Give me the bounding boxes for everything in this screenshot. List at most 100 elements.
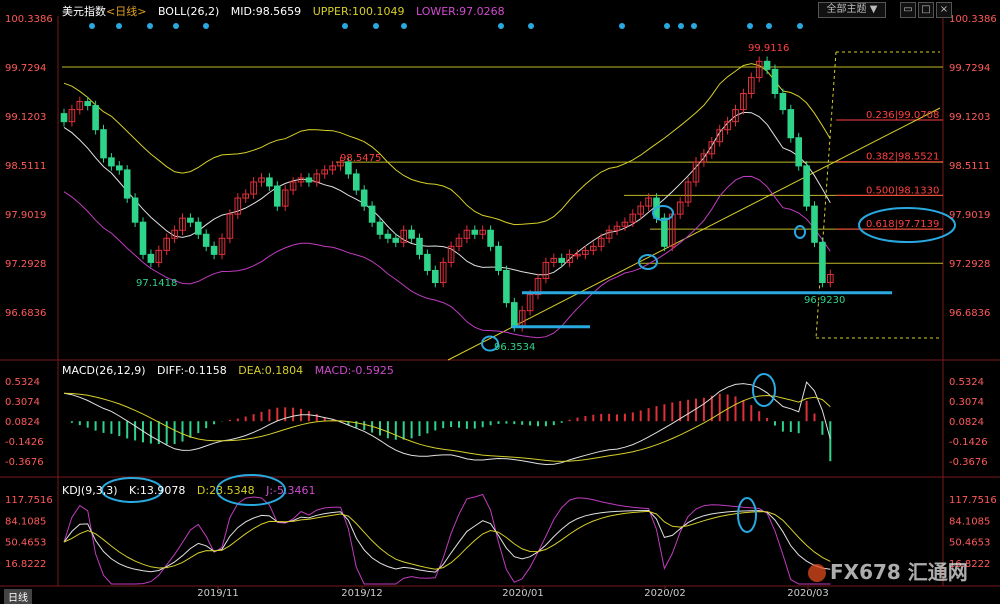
candle-body (76, 101, 84, 111)
candle-body (384, 233, 392, 239)
candle-body (416, 237, 423, 255)
candle-body (479, 229, 486, 235)
highlight-ellipse (752, 373, 776, 407)
low-label-2: 96.3534 (494, 342, 535, 353)
candle-body (353, 173, 360, 191)
candle-body (716, 129, 724, 143)
price-tick-left: 100.3386 (5, 14, 53, 25)
x-tick-label: 2020/02 (644, 588, 686, 599)
price-tick-right: 100.3386 (949, 14, 997, 25)
candle-body (250, 181, 257, 195)
candle-body (313, 173, 321, 183)
boll-upper-line (63, 63, 831, 226)
event-dot (373, 23, 379, 29)
event-dot (766, 23, 772, 29)
candle-body (827, 273, 834, 284)
candle-body (210, 245, 218, 255)
candle-body (400, 229, 407, 243)
candle-body (131, 197, 139, 223)
macd-diff-line (63, 381, 831, 466)
window-max-button[interactable]: □ (918, 2, 934, 18)
bottom-tab[interactable]: 日线 (4, 589, 32, 604)
candle-body (274, 185, 281, 207)
candle-body (566, 253, 573, 263)
macd-tick-left: -0.1426 (5, 437, 44, 448)
theme-button[interactable]: 全部主题 ▼ (818, 2, 886, 18)
fib-level-label: 0.500|98.1330 (866, 185, 939, 196)
fib-level-label: 0.618|97.7139 (866, 219, 939, 230)
bottom-tab-label: 日线 (8, 593, 28, 604)
candle-body (289, 181, 297, 191)
candle-body (795, 137, 803, 167)
candle-body (755, 60, 763, 78)
window-restore-button[interactable]: ▭ (900, 2, 916, 18)
candle-body (803, 165, 810, 207)
candle-body (321, 169, 328, 175)
highlight-ellipse (652, 205, 674, 221)
event-dot (401, 23, 407, 29)
kdj-tick-left: 117.7516 (5, 495, 53, 506)
candle-body (605, 229, 613, 239)
kdj-d: D:23.5348 (196, 484, 255, 497)
macd-dea: DEA:0.1804 (238, 364, 304, 377)
candle-body (297, 177, 305, 183)
macd-tick-right: 0.5324 (949, 377, 984, 388)
candle-body (526, 294, 534, 312)
macd-tick-right: -0.3676 (949, 457, 988, 468)
kdj-j: J:-5.3461 (266, 484, 316, 497)
event-dot (173, 23, 179, 29)
candle-body (724, 121, 731, 131)
candle-body (376, 221, 384, 235)
candle-body (234, 197, 242, 215)
kdj-tick-left: 84.1085 (5, 516, 46, 527)
macd-panel (63, 373, 832, 466)
boll-lower: LOWER:97.0268 (415, 5, 505, 18)
candle-body (329, 165, 336, 171)
kdj-k: K:13.9078 (129, 484, 186, 497)
event-dot (342, 23, 348, 29)
candle-body (337, 161, 344, 167)
watermark-logo-icon (808, 564, 826, 582)
candle-body (740, 92, 747, 111)
symbol-name: 美元指数 (62, 5, 106, 18)
candle-body (763, 60, 771, 70)
candle-body (266, 177, 273, 187)
kdj-k-line (63, 509, 831, 573)
event-dot (147, 23, 153, 29)
x-tick-label: 2019/12 (341, 588, 383, 599)
kdj-tick-right: 84.1085 (949, 516, 990, 527)
candle-body (60, 113, 68, 123)
macd-tick-right: 0.0824 (949, 417, 984, 428)
price-tick-left: 97.9019 (5, 210, 46, 221)
candle-body (92, 105, 99, 131)
trend-line (447, 107, 941, 361)
x-tick-label: 2019/11 (197, 588, 239, 599)
price-tick-right: 98.5111 (949, 161, 990, 172)
candle-body (368, 205, 376, 223)
highlight-ellipse (101, 477, 163, 503)
window-close-button[interactable]: × (936, 2, 952, 18)
highlight-ellipse (481, 335, 499, 352)
price-tick-right: 97.9019 (949, 210, 990, 221)
period-label[interactable]: <日线> (106, 5, 147, 18)
candle-body (819, 241, 826, 284)
watermark: FX678 汇通网 (808, 556, 968, 585)
highlight-ellipse (737, 497, 757, 533)
candle-body (700, 153, 708, 163)
candle-body (645, 197, 652, 207)
candle-body (123, 169, 131, 199)
candle-body (495, 245, 502, 271)
candle-body (408, 229, 415, 239)
chevron-down-icon: ▼ (869, 4, 878, 15)
candle-body (202, 233, 210, 247)
candle-body (811, 205, 818, 243)
candle-body (258, 177, 265, 183)
highlight-ellipse (858, 207, 956, 243)
candle-body (305, 177, 313, 183)
highlight-ellipse (216, 474, 286, 506)
price-tick-right: 96.6836 (949, 308, 990, 319)
boll-label: BOLL(26,2) (157, 5, 220, 18)
fib-level-label: 0.382|98.5521 (866, 152, 939, 163)
price-tick-left: 99.7294 (5, 63, 46, 74)
